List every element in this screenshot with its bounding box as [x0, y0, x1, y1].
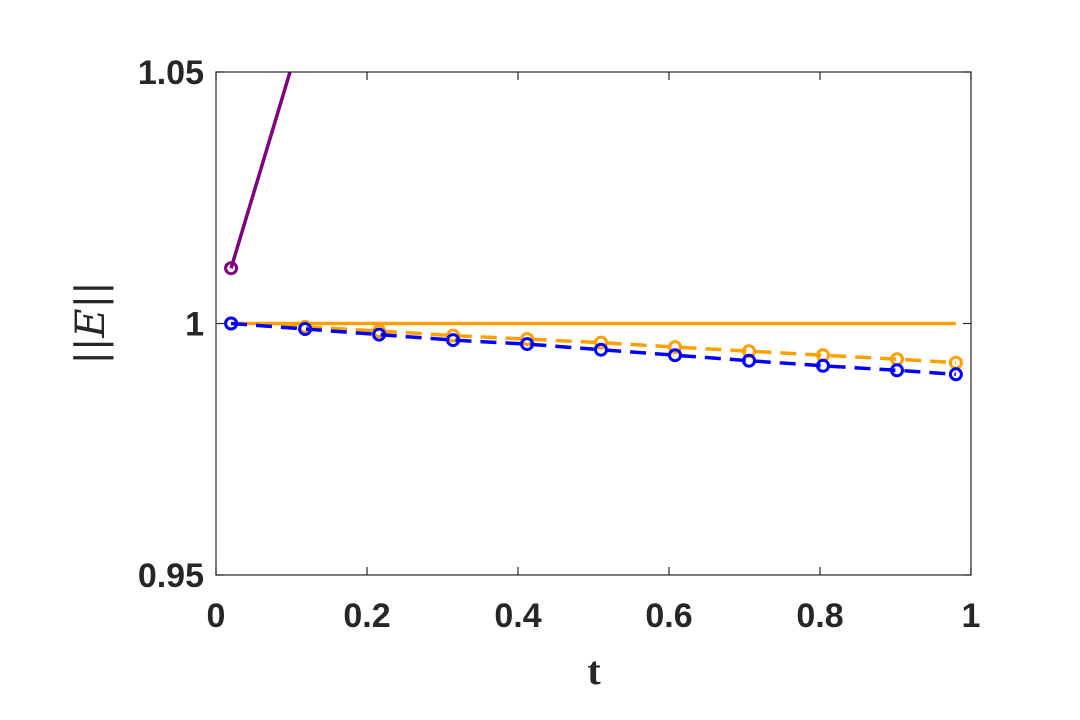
series-4	[224, 316, 963, 382]
x-tick-label: 0	[207, 597, 226, 635]
data-point	[668, 348, 682, 363]
y-tick-label: 1.05	[138, 54, 204, 92]
x-tick-label: 0.2	[343, 597, 390, 635]
series-layer	[224, 72, 963, 382]
data-point	[298, 322, 313, 336]
data-point	[742, 353, 756, 368]
data-point	[668, 340, 682, 355]
x-tick-label: 0.6	[645, 597, 692, 635]
data-point	[372, 327, 387, 342]
data-point	[224, 261, 239, 276]
x-tick-label: 0.8	[796, 597, 843, 635]
x-tick-label: 0.4	[494, 597, 541, 635]
data-point	[594, 342, 608, 357]
y-axis-title: ||E||	[68, 281, 114, 364]
series-line-0	[229, 72, 292, 269]
data-point	[520, 332, 535, 347]
data-point	[224, 316, 239, 331]
x-axis-title: t	[587, 648, 601, 693]
data-point	[890, 363, 904, 378]
data-point	[594, 335, 608, 350]
tick-layer: 0 0.2 0.4 0.6 0.8 1 0.95 1 1.05	[138, 54, 981, 635]
x-tick-label: 1	[962, 597, 981, 635]
y-tick-label: 1	[185, 306, 204, 344]
data-point	[446, 328, 461, 343]
data-point	[446, 333, 461, 348]
series-0	[229, 72, 292, 269]
series-1	[224, 261, 239, 276]
y-tick-label: 0.95	[138, 557, 204, 595]
data-point	[520, 337, 535, 352]
data-point	[948, 367, 963, 382]
data-point	[816, 358, 830, 373]
